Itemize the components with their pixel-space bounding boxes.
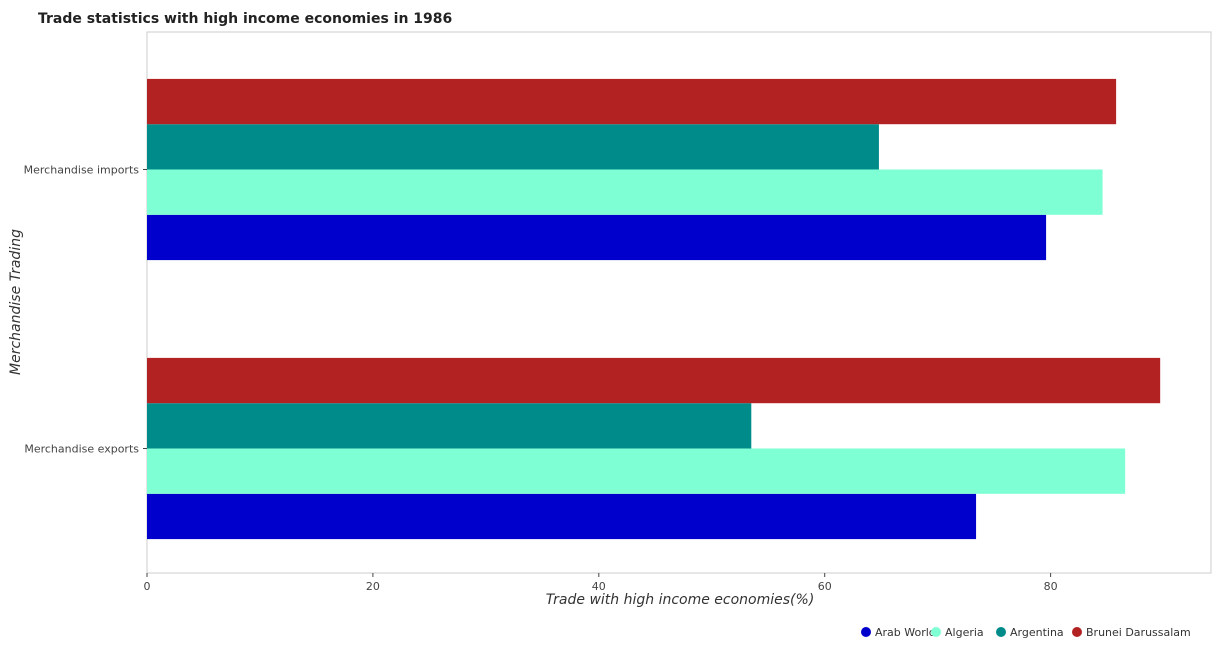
x-tick-label: 80 — [1044, 580, 1058, 593]
chart-title: Trade statistics with high income econom… — [38, 11, 452, 27]
bars-group — [147, 78, 1161, 540]
legend: Arab World Algeria Argentina Brunei Darussa… — [861, 626, 1191, 639]
x-tick-label: 60 — [818, 580, 832, 593]
y-axis-label: Merchandise Trading — [8, 229, 24, 375]
legend-swatch-arab-world — [861, 627, 871, 637]
x-tick-label: 0 — [144, 580, 151, 593]
bar-algeria-merchandise-imports — [147, 169, 1103, 215]
legend-label: Algeria — [945, 626, 984, 639]
bar-arab-world-merchandise-imports — [147, 214, 1047, 261]
bar-algeria-merchandise-exports — [147, 448, 1126, 494]
y-ticks-group: Merchandise exports Merchandise imports — [24, 164, 147, 456]
bar-brunei-darussalam-merchandise-exports — [147, 357, 1161, 404]
legend-label: Arab World — [875, 626, 936, 639]
legend-swatch-algeria — [931, 627, 941, 637]
bar-argentina-merchandise-exports — [147, 403, 752, 449]
bar-brunei-darussalam-merchandise-imports — [147, 78, 1117, 125]
x-tick-label: 40 — [592, 580, 606, 593]
bar-arab-world-merchandise-exports — [147, 493, 977, 540]
y-tick-label: Merchandise exports — [24, 443, 139, 456]
x-tick-label: 20 — [366, 580, 380, 593]
y-tick-label: Merchandise imports — [24, 164, 140, 177]
legend-swatch-brunei-darussalam — [1072, 627, 1082, 637]
legend-label: Argentina — [1010, 626, 1064, 639]
legend-swatch-argentina — [996, 627, 1006, 637]
bar-argentina-merchandise-imports — [147, 124, 879, 170]
x-ticks-group: 0 20 40 60 80 — [144, 573, 1058, 593]
legend-label: Brunei Darussalam — [1086, 626, 1191, 639]
x-axis-label: Trade with high income economies(%) — [546, 592, 815, 608]
